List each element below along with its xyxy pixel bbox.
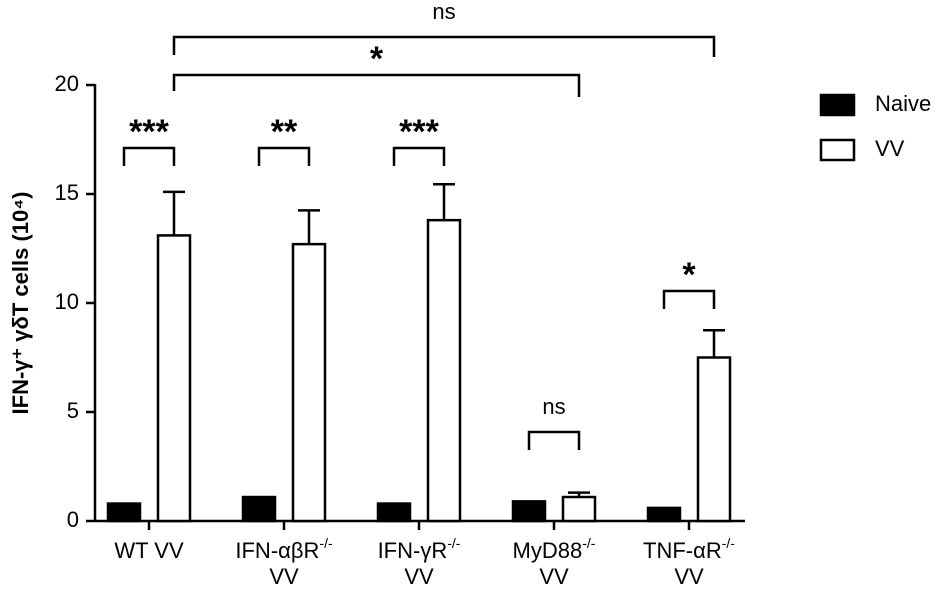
x-tick-label: IFN-γR-/-VV: [378, 535, 461, 589]
y-tick-label: 0: [67, 507, 79, 532]
significance-label: *: [682, 256, 696, 294]
error-bar: [703, 329, 725, 358]
significance-bracket: [172, 35, 716, 57]
legend-swatch: [819, 93, 856, 117]
error-bar: [163, 190, 185, 236]
significance-bracket: [257, 146, 311, 166]
y-tick-label: 10: [55, 289, 79, 314]
y-tick-label: 5: [67, 398, 79, 423]
significance-bracket: [662, 289, 716, 309]
bar: [511, 500, 547, 523]
y-axis-label: IFN-γ⁺ γδT cells (10⁴): [8, 192, 33, 415]
bar: [156, 234, 192, 523]
significance-bracket: [392, 146, 446, 166]
bar: [426, 218, 462, 523]
bar: [561, 495, 597, 523]
error-bar: [433, 182, 455, 221]
legend-label: VV: [875, 136, 905, 161]
x-tick-label: WT VV: [114, 538, 184, 563]
bar: [291, 242, 327, 523]
bar: [376, 502, 412, 523]
x-tick-label: TNF-αR-/-VV: [643, 535, 735, 589]
significance-bracket: [122, 146, 176, 166]
significance-bracket: [527, 430, 581, 450]
y-tick-label: 15: [55, 180, 79, 205]
bar: [241, 495, 277, 523]
x-tick-label: MyD88-/-VV: [513, 535, 596, 589]
significance-label: ***: [129, 113, 169, 151]
legend-label: Naive: [875, 91, 931, 116]
significance-label: ns: [432, 0, 455, 24]
significance-label: ***: [399, 113, 439, 151]
significance-label: ns: [542, 394, 565, 419]
error-bar: [298, 209, 320, 245]
significance-label: *: [370, 40, 384, 78]
y-tick-label: 20: [55, 71, 79, 96]
bar: [696, 356, 732, 523]
significance-label: **: [271, 113, 298, 151]
bar: [106, 502, 142, 523]
legend-swatch: [819, 138, 856, 162]
significance-bracket: [172, 73, 581, 97]
bar: [646, 506, 682, 523]
x-tick-label: IFN-αβR-/-VV: [235, 535, 333, 589]
